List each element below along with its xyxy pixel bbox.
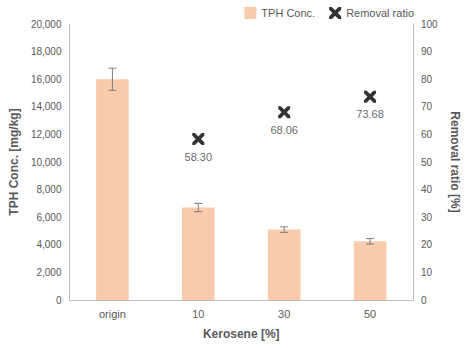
svg-text:30: 30 [278,308,290,320]
svg-text:10: 10 [421,267,433,278]
svg-text:73.68: 73.68 [356,108,384,120]
svg-text:Removal ratio [%]: Removal ratio [%] [448,111,462,212]
svg-text:30: 30 [421,212,433,223]
svg-text:50: 50 [421,157,433,168]
svg-text:14,000: 14,000 [31,101,62,112]
svg-text:origin: origin [99,308,126,320]
svg-text:80: 80 [421,74,433,85]
svg-text:TPH Conc. [mg/kg]: TPH Conc. [mg/kg] [7,108,21,215]
svg-text:20: 20 [421,239,433,250]
svg-text:8,000: 8,000 [36,184,61,195]
svg-text:TPH Conc.: TPH Conc. [261,7,315,19]
svg-text:90: 90 [421,46,433,57]
svg-text:18,000: 18,000 [31,46,62,57]
svg-text:16,000: 16,000 [31,74,62,85]
svg-text:10,000: 10,000 [31,157,62,168]
svg-text:70: 70 [421,101,433,112]
svg-text:0: 0 [421,295,427,306]
svg-text:12,000: 12,000 [31,129,62,140]
svg-text:6,000: 6,000 [36,212,61,223]
svg-text:58.30: 58.30 [185,151,213,163]
svg-text:20,000: 20,000 [31,19,62,30]
svg-text:0: 0 [56,295,62,306]
svg-text:Kerosene [%]: Kerosene [%] [203,327,280,341]
svg-text:10: 10 [192,308,204,320]
svg-text:60: 60 [421,129,433,140]
svg-text:Removal ratio: Removal ratio [346,7,414,19]
svg-text:2,000: 2,000 [36,267,61,278]
svg-text:50: 50 [364,308,376,320]
svg-text:68.06: 68.06 [270,124,298,136]
svg-text:40: 40 [421,184,433,195]
svg-text:4,000: 4,000 [36,239,61,250]
svg-text:100: 100 [421,19,438,30]
